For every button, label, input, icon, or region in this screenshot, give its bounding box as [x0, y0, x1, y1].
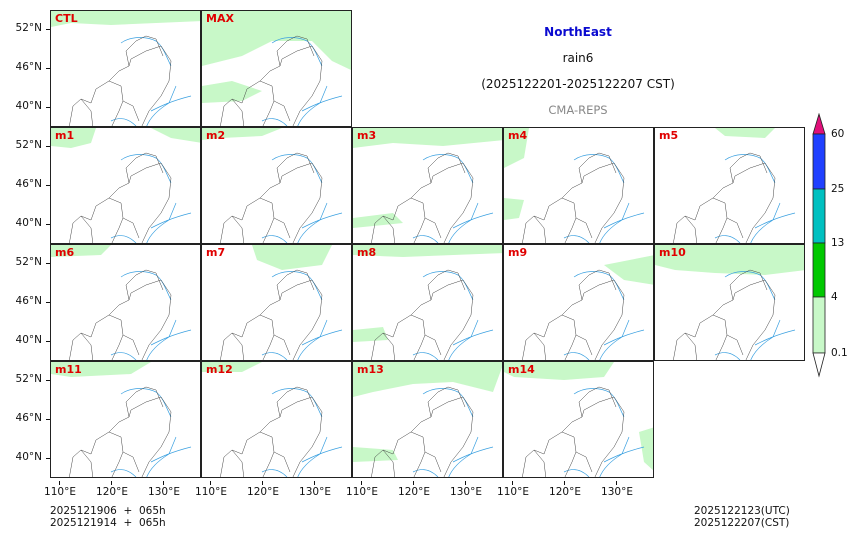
y-tick-label: 52°N — [0, 139, 50, 151]
init-line-2: 2025121914 + 065h — [50, 517, 166, 529]
map-icon — [353, 245, 502, 360]
map-icon — [51, 11, 200, 126]
map-icon — [504, 362, 653, 477]
map-icon — [51, 362, 192, 477]
variable-title: rain6 — [562, 51, 594, 65]
panel-label: m7 — [206, 246, 226, 259]
map-panel-m11: m11 — [50, 361, 201, 478]
init-line-1: 2025121906 + 065h — [50, 505, 166, 517]
map-icon — [655, 245, 804, 360]
colorbar-label-0-1: 0.1 — [831, 347, 848, 359]
map-icon — [202, 11, 351, 126]
map-icon — [353, 128, 502, 243]
panel-label: m9 — [508, 246, 528, 259]
map-panel-m10: m10 — [654, 244, 805, 361]
map-icon — [202, 362, 343, 477]
colorbar-label-4: 4 — [831, 291, 838, 303]
x-tick-label: 130°E — [592, 481, 642, 498]
map-panel-m2: m2 — [201, 127, 352, 244]
x-tick-label: 120°E — [540, 481, 590, 498]
valid-cst: 2025122207(CST) — [694, 517, 790, 529]
map-panel-m12: m12 — [201, 361, 352, 478]
panel-label: m3 — [357, 129, 377, 142]
panel-label: m11 — [55, 363, 82, 376]
map-panel-m14: m14 — [503, 361, 654, 478]
region-title: NorthEast — [544, 25, 612, 39]
map-icon — [504, 128, 645, 243]
map-panel-m8: m8 — [352, 244, 503, 361]
map-panel-m3: m3 — [352, 127, 503, 244]
map-icon — [220, 245, 343, 360]
y-tick-label: 46°N — [0, 412, 50, 424]
y-tick-label: 40°N — [0, 100, 50, 112]
panel-label: m10 — [659, 246, 686, 259]
panel-label: MAX — [206, 12, 234, 25]
map-panel-m6: m6 — [50, 244, 201, 361]
x-tick-label: 110°E — [337, 481, 387, 498]
panel-label: m2 — [206, 129, 226, 142]
map-icon — [353, 362, 502, 477]
period-title: (2025122201-2025122207 CST) — [481, 77, 675, 91]
map-icon — [202, 128, 343, 243]
x-tick-label: 110°E — [488, 481, 538, 498]
colorbar-label-60: 60 — [831, 128, 845, 140]
x-tick-label: 120°E — [389, 481, 439, 498]
model-title: CMA-REPS — [548, 103, 608, 117]
colorbar-label-13: 13 — [831, 237, 845, 249]
map-panel-m9: m9 — [503, 244, 654, 361]
x-tick-label: 120°E — [238, 481, 288, 498]
map-panel-m5: m5 — [654, 127, 805, 244]
map-icon — [51, 128, 200, 243]
map-panel-m4: m4 — [503, 127, 654, 244]
y-tick-label: 52°N — [0, 22, 50, 34]
panel-label: m14 — [508, 363, 535, 376]
map-panel-m1: m1 — [50, 127, 201, 244]
panel-label: m13 — [357, 363, 384, 376]
y-tick-label: 46°N — [0, 61, 50, 73]
x-tick-label: 110°E — [186, 481, 236, 498]
map-panel-m13: m13 — [352, 361, 503, 478]
map-icon — [51, 245, 192, 360]
x-tick-label: 130°E — [290, 481, 340, 498]
panel-label: CTL — [55, 12, 78, 25]
init-time-block: 2025121906 + 065h 2025121914 + 065h — [50, 505, 166, 529]
y-tick-label: 40°N — [0, 217, 50, 229]
map-panel-m7: m7 — [201, 244, 352, 361]
map-icon — [673, 128, 796, 243]
y-tick-label: 52°N — [0, 256, 50, 268]
map-panel-ctl: CTL — [50, 10, 201, 127]
y-tick-label: 40°N — [0, 451, 50, 463]
x-tick-label: 130°E — [441, 481, 491, 498]
map-panel-max: MAX — [201, 10, 352, 127]
x-tick-label: 110°E — [35, 481, 85, 498]
y-tick-label: 46°N — [0, 295, 50, 307]
panel-label: m8 — [357, 246, 377, 259]
y-tick-label: 52°N — [0, 373, 50, 385]
colorbar — [812, 112, 826, 378]
panel-label: m4 — [508, 129, 528, 142]
panel-label: m6 — [55, 246, 75, 259]
x-tick-label: 130°E — [139, 481, 189, 498]
panel-label: m12 — [206, 363, 233, 376]
y-tick-label: 46°N — [0, 178, 50, 190]
valid-time-block: 2025122123(UTC) 2025122207(CST) — [694, 505, 790, 529]
panel-label: m5 — [659, 129, 679, 142]
y-tick-label: 40°N — [0, 334, 50, 346]
panel-label: m1 — [55, 129, 75, 142]
valid-utc: 2025122123(UTC) — [694, 505, 790, 517]
x-tick-label: 120°E — [87, 481, 137, 498]
map-icon — [522, 255, 653, 360]
colorbar-label-25: 25 — [831, 183, 845, 195]
